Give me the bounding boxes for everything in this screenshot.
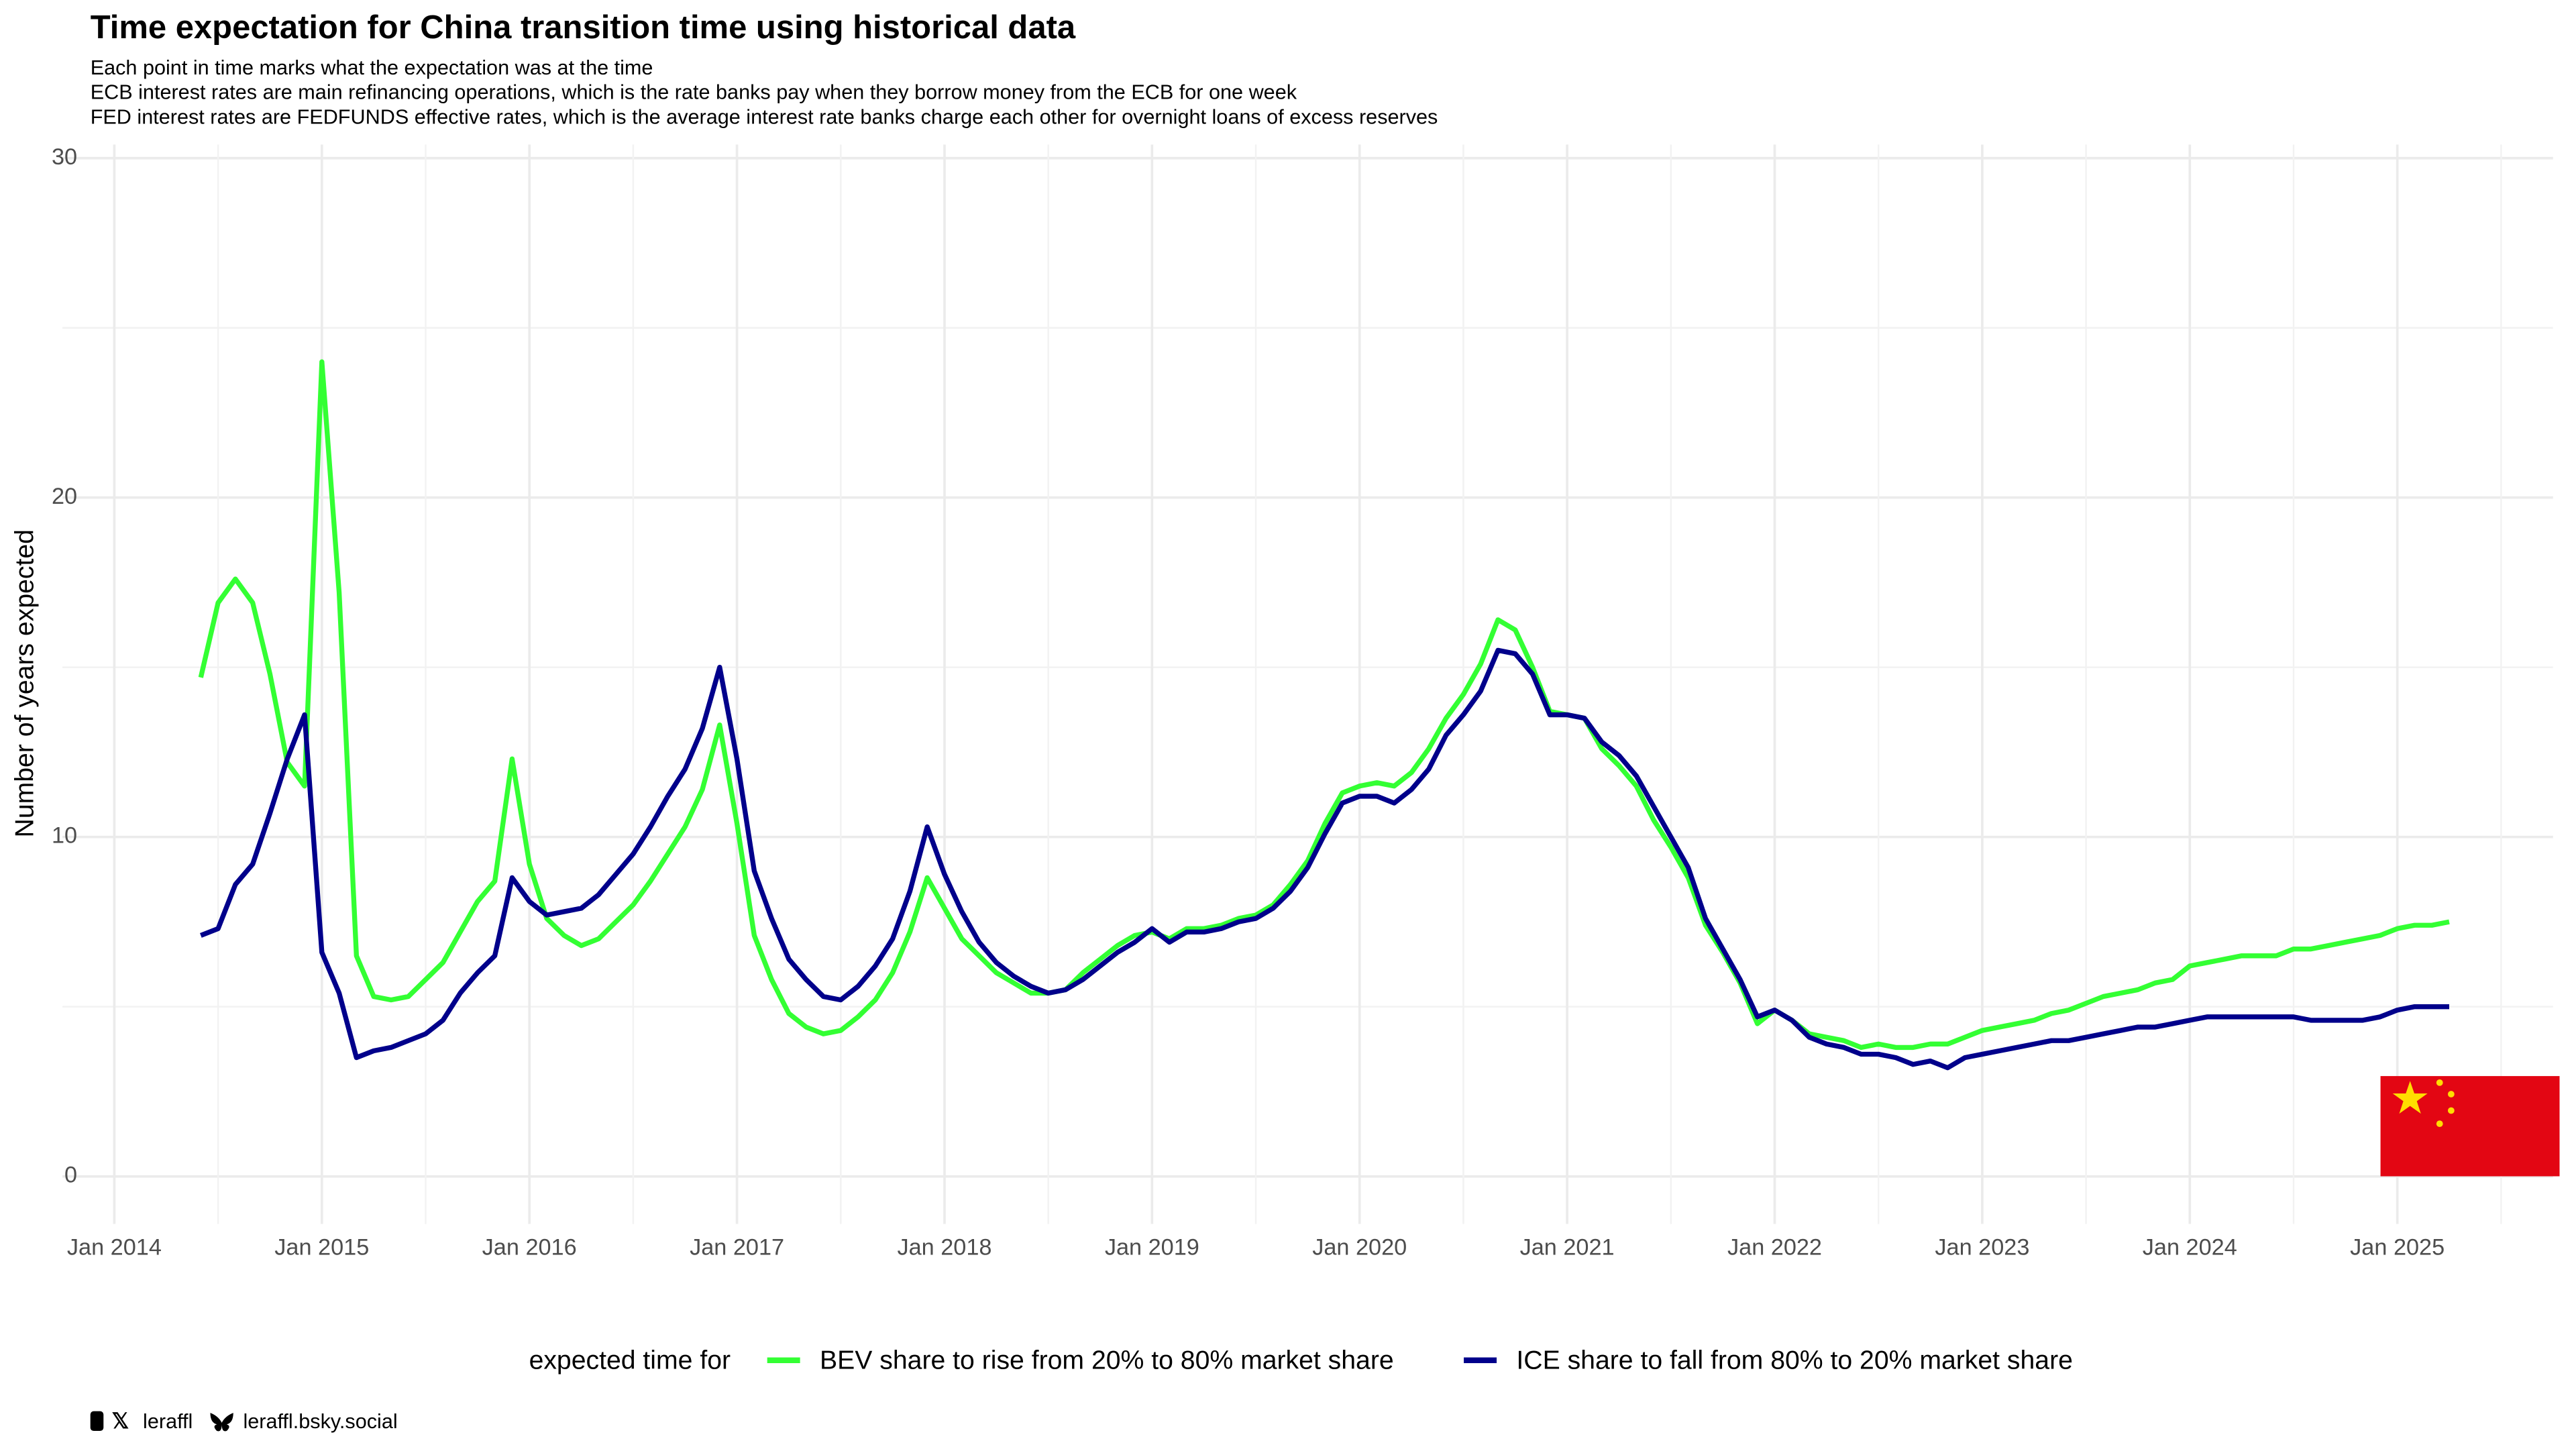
- series-line: [199, 647, 2450, 1071]
- x-tick-label: Jan 2019: [1105, 1234, 1199, 1260]
- icon: 𝕏: [112, 1409, 129, 1433]
- y-tick-label: 10: [52, 823, 77, 849]
- series-line: [198, 359, 2450, 1051]
- x-tick-label: Jan 2021: [1520, 1234, 1615, 1260]
- legend: expected time for BEV share to rise from…: [529, 1346, 2073, 1375]
- y-tick-label: 0: [64, 1163, 77, 1188]
- x-tick-label: Jan 2014: [67, 1234, 162, 1260]
- flag-star: [2447, 1091, 2455, 1097]
- grid: 0 10 20 30 Jan 2014 Jan 2015 Jan 2016 Jan 2017 J…: [52, 144, 2553, 1260]
- x-tick-label: Jan 2023: [1935, 1234, 2029, 1260]
- y-axis-label: Number of years expected: [11, 529, 40, 837]
- y-tick-label: 20: [52, 484, 77, 509]
- legend-label: ICE share to fall from 80% to 20% market…: [1516, 1346, 2073, 1375]
- chart-title: Time expectation for China transition ti…: [91, 9, 1076, 46]
- x-tick-label: Jan 2015: [274, 1234, 369, 1260]
- x-tick-label: Jan 2017: [690, 1234, 784, 1260]
- x-tick-label: Jan 2020: [1312, 1234, 1407, 1260]
- footer: 𝕏 leraffl leraffl.bsky.social: [90, 1409, 398, 1433]
- legend-label: BEV share to rise from 20% to 80% market…: [820, 1346, 1394, 1375]
- x-tick-label: Jan 2016: [482, 1234, 577, 1260]
- x-tick-label: Jan 2022: [1727, 1234, 1822, 1260]
- footer-handle: leraffl.bsky.social: [243, 1410, 397, 1433]
- subtitle: ECB interest rates are main refinancing …: [91, 81, 1297, 104]
- icon: [210, 1413, 233, 1432]
- china-flag: [2380, 1076, 2560, 1177]
- subtitle: FED interest rates are FEDFUNDS effectiv…: [91, 105, 1438, 128]
- x-tick-label: Jan 2024: [2143, 1234, 2237, 1260]
- flag-star: [2436, 1120, 2443, 1127]
- flag-star: [2392, 1081, 2428, 1114]
- x-tick-label: Jan 2025: [2350, 1234, 2445, 1260]
- y-tick-label: 30: [52, 144, 77, 170]
- legend-title: expected time for: [529, 1346, 731, 1375]
- x-tick-label: Jan 2018: [897, 1234, 991, 1260]
- lines: [198, 359, 2450, 1071]
- icon: [90, 1411, 104, 1432]
- flag-star: [2447, 1107, 2455, 1114]
- footer-handle: leraffl: [143, 1410, 193, 1433]
- subtitle: Each point in time marks what the expect…: [91, 56, 653, 79]
- flag-star: [2436, 1079, 2443, 1086]
